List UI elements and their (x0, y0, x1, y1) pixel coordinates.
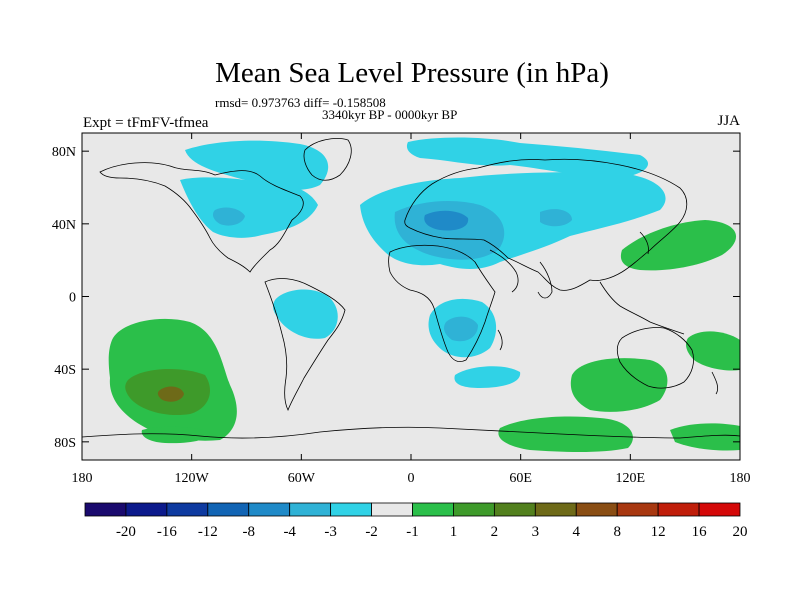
colorbar-label: 20 (733, 524, 748, 540)
anomaly-region-south-pacific-core (157, 386, 184, 402)
coastline-arabia-india (489, 249, 553, 299)
colorbar-label: -16 (157, 524, 177, 540)
anomaly-region-south-america (273, 289, 338, 339)
colorbar: -20 -16 -12 -8 -4 -3 -2 -1 1 2 3 4 8 12 16 20 (84, 502, 748, 540)
colorbar-swatch (248, 502, 291, 517)
anomaly-region-arctic-greenland (185, 140, 329, 190)
anomaly-region-arctic-siberia (406, 137, 649, 178)
coastline-north-america (99, 162, 304, 273)
anomaly-region-north-america (180, 177, 318, 238)
x-tick-label: 60E (509, 471, 532, 486)
anomaly-shading (108, 137, 740, 452)
colorbar-label: 1 (450, 524, 458, 540)
anomaly-region-northwest-pacific (620, 220, 737, 271)
colorbar-swatch (453, 502, 495, 517)
stats-label: rmsd= 0.973763 diff= -0.158508 (215, 95, 386, 110)
coastline-japan (639, 231, 649, 255)
anomaly-region-indian-ocean (570, 358, 668, 412)
colorbar-swatch (575, 502, 618, 517)
anomaly-region-australia-east (686, 331, 740, 371)
map-plot (81, 132, 741, 461)
y-tick-label: 80N (52, 145, 76, 160)
colorbar-swatch (166, 502, 209, 517)
colorbar-label: 16 (692, 524, 708, 540)
colorbar-label: -4 (283, 524, 296, 540)
x-tick-label: 180 (72, 471, 93, 486)
anomaly-region-central-asia-core (540, 209, 572, 227)
coastline-madagascar (497, 329, 503, 351)
colorbar-label: 8 (613, 524, 621, 540)
x-tick-label: 60W (288, 471, 316, 486)
colorbar-swatch (330, 502, 372, 517)
colorbar-label: 2 (491, 524, 499, 540)
colorbar-swatch (289, 502, 332, 517)
coastlines (82, 138, 740, 439)
y-tick-label: 80S (54, 436, 76, 451)
anomaly-region-antarctic-east (670, 423, 740, 451)
colorbar-label: 12 (651, 524, 666, 540)
anomaly-region-north-america-core (212, 207, 245, 226)
colorbar-label: -3 (324, 524, 337, 540)
colorbar-label: 4 (573, 524, 581, 540)
x-axis: 180 120W 60W 0 60E 120E 180 (72, 133, 751, 486)
colorbar-swatch (207, 502, 250, 517)
coastline-greenland (303, 138, 352, 181)
x-tick-label: 120W (175, 471, 210, 486)
anomaly-region-far-south-pacific (141, 426, 210, 444)
y-tick-label: 40N (52, 218, 76, 233)
x-tick-label: 180 (730, 471, 751, 486)
colorbar-label: -2 (365, 524, 378, 540)
colorbar-label: -20 (116, 524, 136, 540)
coastline-africa (388, 244, 496, 362)
colorbar-label: -12 (198, 524, 218, 540)
season-label: JJA (717, 113, 740, 129)
colorbar-swatch (125, 502, 168, 517)
coastline-antarctica (82, 426, 740, 439)
coastline-southeast-asia (599, 281, 685, 335)
colorbar-swatch (698, 502, 741, 517)
colorbar-swatch (657, 502, 700, 517)
x-tick-label: 120E (616, 471, 646, 486)
anomaly-region-mediterranean-core (424, 210, 469, 231)
coastline-new-zealand (711, 371, 719, 395)
y-tick-label: 0 (69, 291, 76, 306)
colorbar-swatch (371, 502, 413, 517)
y-axis: 80N 40N 0 40S 80S (52, 145, 740, 451)
colorbar-swatch (534, 502, 577, 517)
period-label: 3340kyr BP - 0000kyr BP (322, 107, 457, 122)
colorbar-label: 3 (532, 524, 540, 540)
colorbar-label: -8 (243, 524, 256, 540)
x-tick-label: 0 (408, 471, 415, 486)
colorbar-label: -1 (406, 524, 419, 540)
colorbar-swatch (616, 502, 659, 517)
colorbar-swatch (493, 502, 536, 517)
colorbar-swatch (412, 502, 454, 517)
y-tick-label: 40S (54, 363, 76, 378)
coastline-south-america (264, 278, 346, 411)
coastline-eurasia (404, 158, 688, 291)
chart-title: Mean Sea Level Pressure (in hPa) (215, 57, 609, 89)
experiment-label: Expt = tFmFV-tfmea (83, 115, 209, 131)
anomaly-region-south-atlantic (454, 366, 521, 388)
coastline-australia (616, 327, 694, 389)
colorbar-swatch (84, 502, 127, 517)
anomaly-region-southern-africa-core (444, 316, 478, 342)
